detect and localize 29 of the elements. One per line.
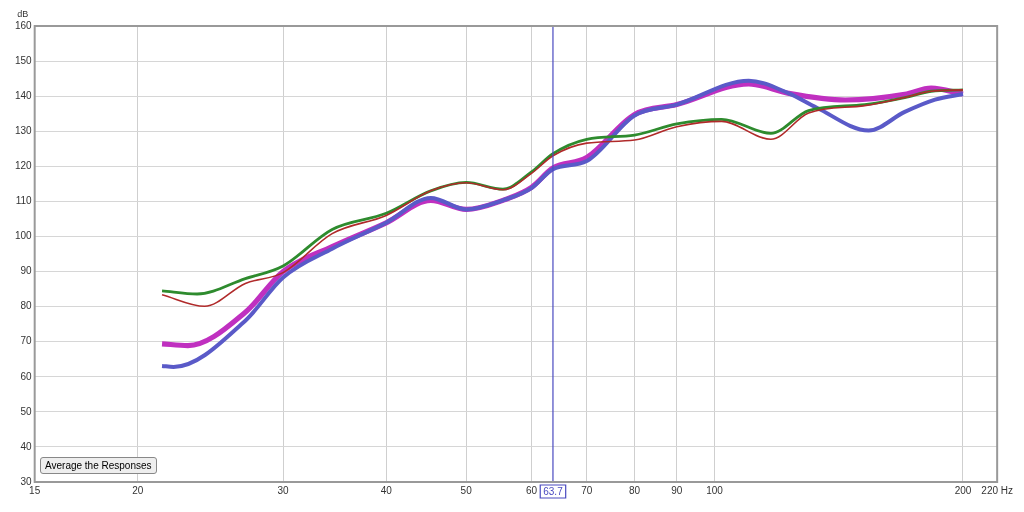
ref-line-label: 63.7 bbox=[543, 485, 564, 497]
x-tick-label: 220 Hz bbox=[981, 484, 1013, 496]
y-tick-label: 100 bbox=[15, 230, 33, 242]
button: Average the Responses bbox=[40, 457, 157, 474]
y-tick-label: 150 bbox=[15, 54, 33, 66]
x-tick-label: 15 bbox=[29, 484, 41, 496]
y-tick-label: 80 bbox=[20, 300, 33, 312]
x-tick-label: 90 bbox=[671, 484, 683, 496]
x-tick-label: 50 bbox=[460, 484, 473, 496]
x-tick-label: 100 bbox=[706, 484, 724, 496]
x-tick-label: 20 bbox=[132, 484, 144, 496]
x-tick-label: 70 bbox=[581, 484, 593, 496]
y-tick-label: 90 bbox=[20, 265, 33, 277]
y-tick-label: 70 bbox=[20, 335, 33, 347]
y-tick-label: 160 bbox=[15, 19, 33, 31]
y-tick-label: 130 bbox=[15, 124, 33, 136]
y-tick-label: 110 bbox=[15, 195, 33, 207]
y-tick-label: 140 bbox=[15, 89, 33, 101]
y-tick-label: 50 bbox=[20, 405, 33, 417]
x-tick-label: 40 bbox=[380, 484, 393, 496]
y-tick-label: 60 bbox=[20, 370, 33, 382]
x-tick-label: 200 bbox=[954, 484, 972, 496]
x-tick-label: 30 bbox=[277, 484, 290, 496]
x-tick-label: 80 bbox=[629, 484, 641, 496]
y-tick-label: 120 bbox=[15, 160, 33, 172]
x-tick-label: 60 bbox=[525, 484, 538, 496]
y-tick-label: 40 bbox=[20, 440, 33, 452]
y-axis-title: dB bbox=[17, 8, 29, 19]
y-tick-label: 30 bbox=[20, 475, 33, 487]
